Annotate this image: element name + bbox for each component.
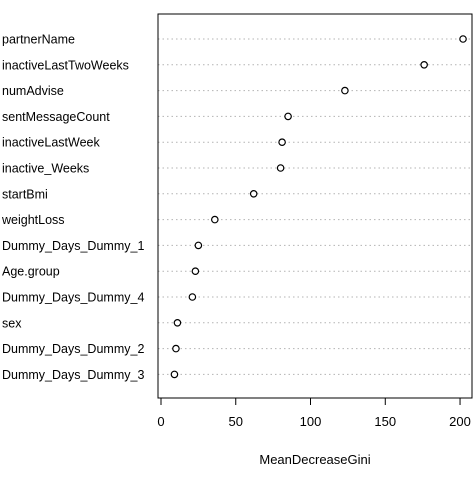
data-point: [249, 190, 258, 198]
data-point: [170, 370, 179, 379]
data-point: [172, 344, 180, 353]
category-label: sex: [2, 316, 22, 330]
x-tick-label: 50: [229, 414, 243, 429]
category-label: startBmi: [2, 187, 48, 201]
data-point: [284, 112, 292, 121]
data-point: [211, 215, 219, 224]
x-tick-label: 0: [157, 414, 164, 429]
category-label: numAdvise: [2, 84, 64, 98]
data-point: [420, 61, 428, 69]
data-point: [459, 35, 467, 43]
data-point: [173, 318, 182, 327]
category-label: Dummy_Days_Dummy_2: [2, 342, 144, 356]
category-label: partnerName: [2, 33, 75, 47]
category-label: inactiveLastTwoWeeks: [2, 58, 129, 72]
category-label: weightLoss: [1, 213, 65, 227]
category-label: sentMessageCount: [2, 110, 110, 124]
x-axis: 0 50 100 150 200: [157, 397, 471, 429]
category-label: inactive_Weeks: [2, 162, 89, 176]
category-label: Dummy_Days_Dummy_4: [2, 291, 144, 305]
category-label: inactiveLastWeek: [2, 136, 100, 150]
x-tick-label: 150: [374, 414, 396, 429]
data-point: [188, 293, 197, 301]
data-point: [278, 138, 286, 147]
x-tick-label: 100: [300, 414, 322, 429]
data-point: [194, 241, 203, 250]
grid-lines: [158, 38, 472, 375]
category-labels: partnerName inactiveLastTwoWeeks numAdvise…: [1, 33, 144, 382]
plot-frame: [157, 13, 473, 399]
data-point: [276, 164, 285, 172]
category-label: Dummy_Days_Dummy_3: [2, 368, 144, 382]
x-axis-title: MeanDecreaseGini: [259, 452, 370, 467]
category-label: Age.group: [2, 265, 60, 279]
data-point: [191, 267, 200, 276]
category-label: Dummy_Days_Dummy_1: [2, 239, 144, 253]
data-point: [341, 86, 349, 95]
x-tick-label: 200: [449, 414, 471, 429]
data-points: [170, 35, 467, 379]
